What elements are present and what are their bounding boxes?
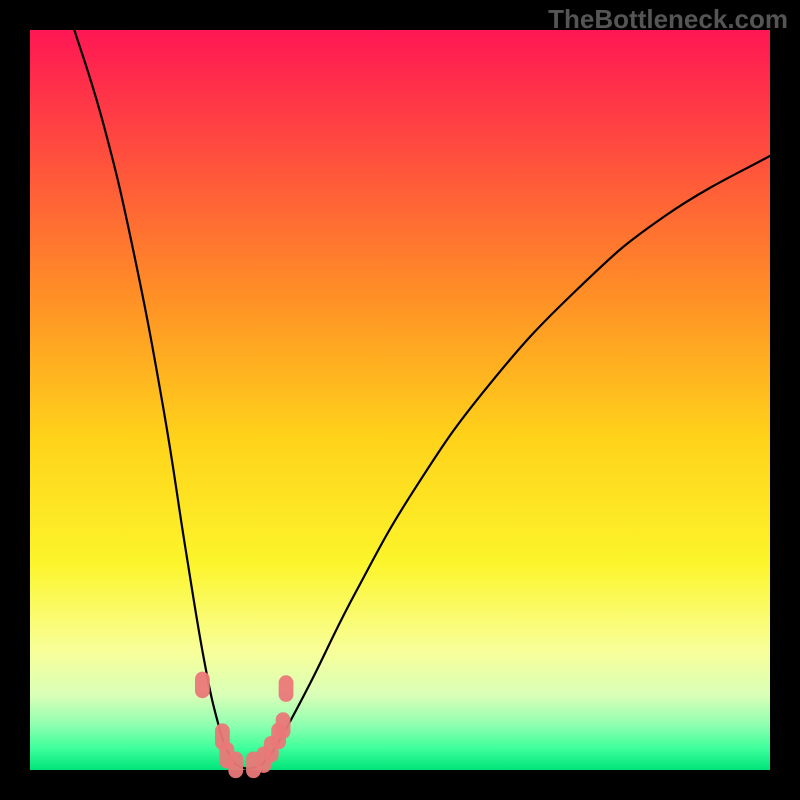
data-marker — [279, 675, 294, 702]
plot-background — [30, 30, 770, 770]
data-marker — [276, 712, 291, 739]
chart-frame: TheBottleneck.com — [0, 0, 800, 800]
data-marker — [195, 672, 210, 699]
data-marker — [228, 752, 243, 779]
chart-svg — [0, 0, 800, 800]
